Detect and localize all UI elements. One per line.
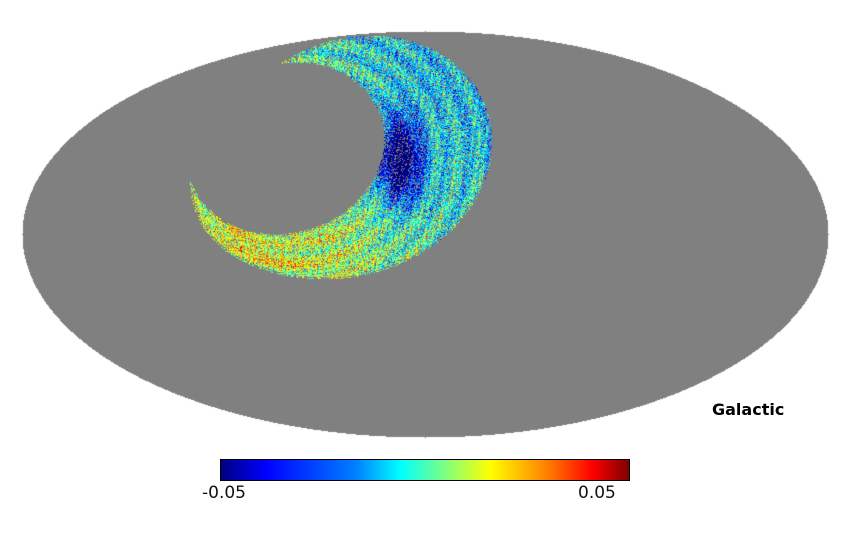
mollweide-projection-panel: [0, 0, 850, 460]
colorbar-gradient: [220, 459, 630, 481]
sky-map-canvas: [0, 0, 850, 460]
coordinate-system-label: Galactic: [712, 400, 785, 419]
colorbar-max-tick: 0.05: [578, 483, 616, 503]
colorbar: -0.05 0.05: [0, 455, 850, 505]
colorbar-min-tick: -0.05: [202, 483, 246, 503]
